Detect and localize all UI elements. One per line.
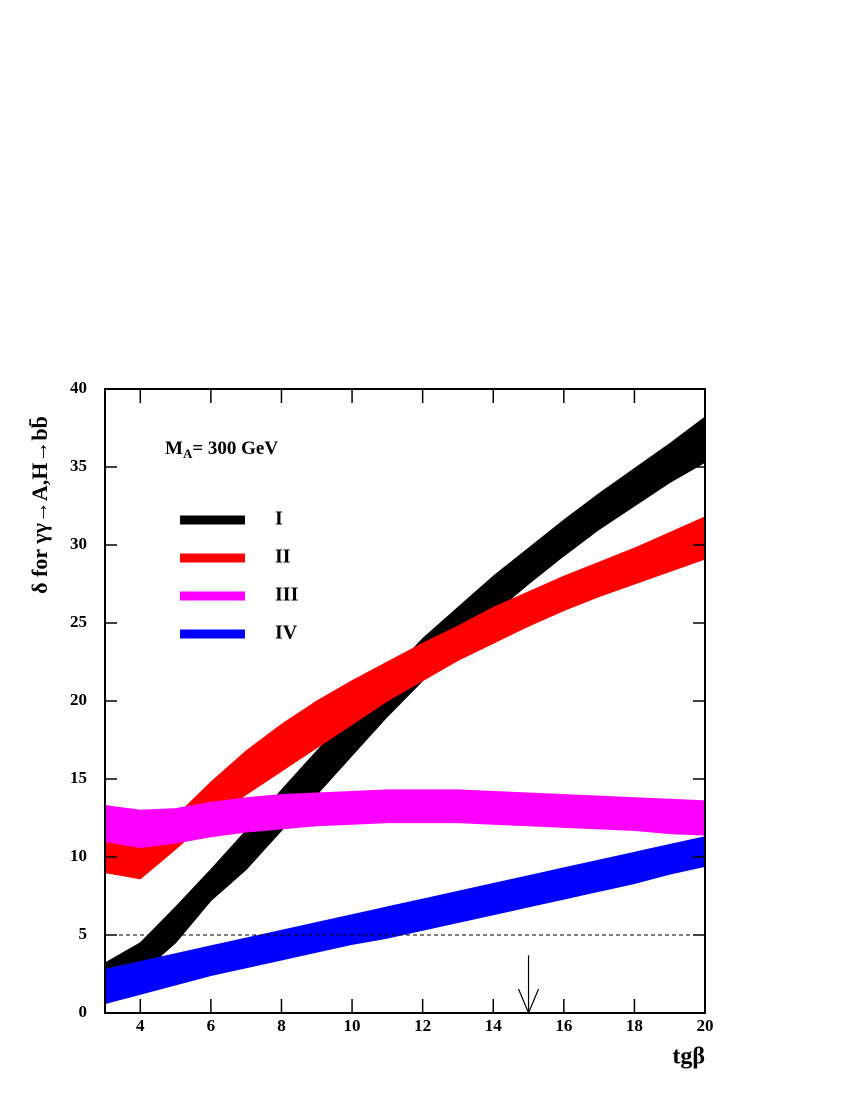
legend-label: I	[275, 508, 283, 530]
x-axis-label: tgβ	[672, 1044, 705, 1070]
x-tick-label: 4	[136, 1016, 145, 1035]
legend-label: II	[275, 546, 291, 568]
x-tick-label: 10	[344, 1016, 361, 1035]
y-tick-label: 35	[70, 456, 87, 475]
annotation-main: M	[165, 438, 183, 459]
y-tick-label: 0	[79, 1002, 88, 1021]
x-tick-label: 8	[277, 1016, 286, 1035]
annotation: MA= 300 GeV	[165, 438, 278, 461]
legend-label: IV	[275, 622, 298, 644]
y-tick-label: 40	[70, 378, 87, 397]
legend-label: III	[275, 584, 299, 606]
y-tick-label: 30	[70, 534, 87, 553]
x-tick-label: 18	[626, 1016, 643, 1035]
annotation-rest: = 300 GeV	[192, 438, 278, 459]
y-tick-label: 10	[70, 846, 87, 865]
x-tick-label: 6	[207, 1016, 216, 1035]
y-tick-label: 20	[70, 690, 87, 709]
y-tick-label: 15	[70, 768, 87, 787]
x-tick-label: 20	[697, 1016, 714, 1035]
x-tick-label: 16	[555, 1016, 572, 1035]
x-tick-label: 12	[414, 1016, 431, 1035]
y-tick-label: 25	[70, 612, 87, 631]
y-axis-label: δ for γγ→A,H→bb̄	[27, 416, 52, 594]
annotation-sub: A	[183, 446, 193, 461]
x-tick-label: 14	[485, 1016, 503, 1035]
y-tick-label: 5	[79, 924, 88, 943]
